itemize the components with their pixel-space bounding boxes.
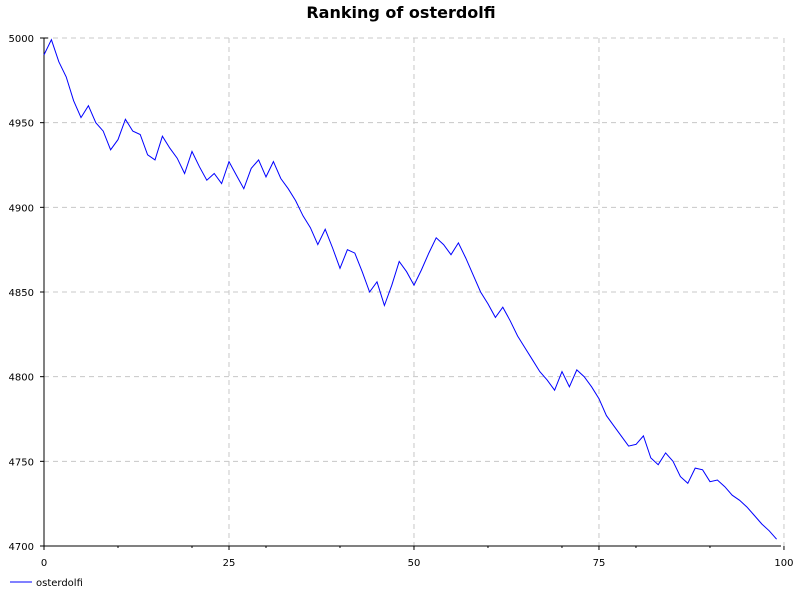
legend-label: osterdolfi [36,578,83,589]
grid-layer [44,37,785,546]
x-tick-label: 50 [408,558,421,569]
x-tick-label: 0 [41,558,47,569]
x-tick-label: 75 [593,558,606,569]
x-tick-label: 100 [774,558,793,569]
legend: osterdolfi [10,578,83,589]
series-layer [43,38,777,540]
chart-title: Ranking of osterdolfi [306,3,495,22]
y-tick-label: 4800 [9,373,34,384]
y-tick-label: 4700 [9,542,34,553]
series-line-osterdolfi [43,38,777,540]
y-tick-label: 4850 [9,288,34,299]
axes-layer: 4700 4750 4800 4850 4900 4950 5000 0 25 50 75 100 [9,34,794,569]
y-tick-label: 4750 [9,457,34,468]
y-tick-label: 4900 [9,203,34,214]
y-tick-label: 5000 [9,34,34,45]
x-tick-label: 25 [223,558,236,569]
y-tick-label: 4950 [9,119,34,130]
